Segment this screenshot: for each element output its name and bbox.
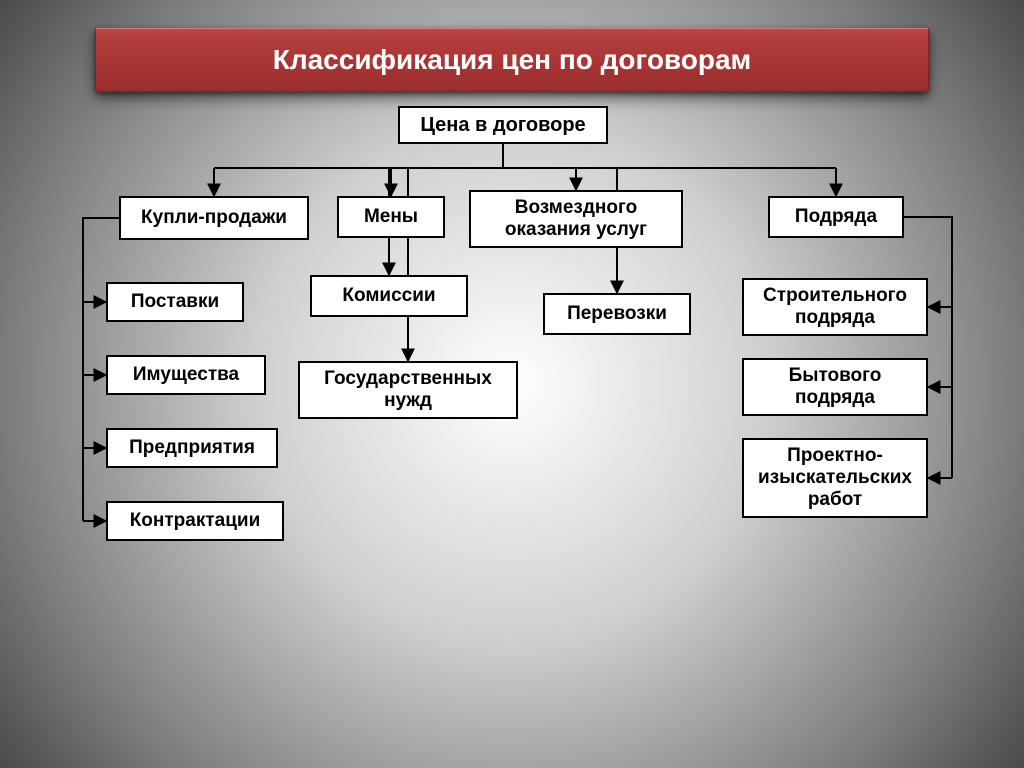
- slide: Классификация цен по договорам Цена в до…: [0, 0, 1024, 768]
- title-bar: Классификация цен по договорам: [95, 28, 929, 92]
- title-text: Классификация цен по договорам: [95, 28, 929, 92]
- node-contract: Подряда: [768, 196, 904, 238]
- node-design: Проектно-изыскательских работ: [742, 438, 928, 518]
- node-property: Имущества: [106, 355, 266, 395]
- node-gov: Государственных нужд: [298, 361, 518, 419]
- node-sale: Купли-продажи: [119, 196, 309, 240]
- node-root: Цена в договоре: [398, 106, 608, 144]
- node-services: Возмездного оказания услуг: [469, 190, 683, 248]
- node-commission: Комиссии: [310, 275, 468, 317]
- node-exchange: Мены: [337, 196, 445, 238]
- node-enterprise: Предприятия: [106, 428, 278, 468]
- node-supply: Поставки: [106, 282, 244, 322]
- node-constr: Строительного подряда: [742, 278, 928, 336]
- node-household: Бытового подряда: [742, 358, 928, 416]
- node-transport: Перевозки: [543, 293, 691, 335]
- node-contracting: Контрактации: [106, 501, 284, 541]
